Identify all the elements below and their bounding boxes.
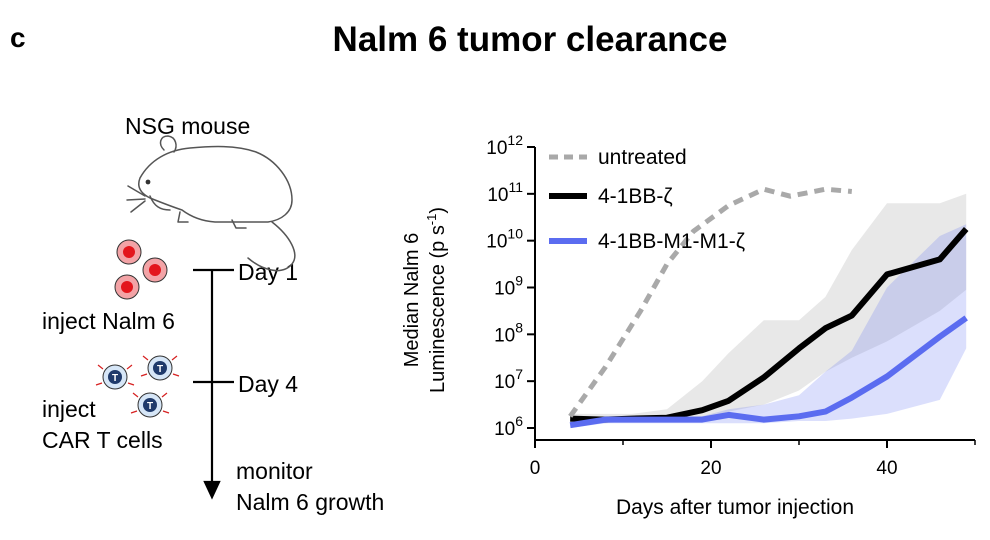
y-tick-label: 1011 [487,179,523,206]
y-tick-label: 1010 [486,226,523,253]
figure-title-text: Nalm 6 tumor clearance [332,20,728,59]
legend-label-2: 4-1BB-M1-M1-ζ [598,230,745,253]
legend: untreated 4-1BB-ζ 4-1BB-M1-M1-ζ [549,146,745,253]
y-tick-label: 109 [494,273,523,300]
monitor-label-line2: Nalm 6 growth [236,489,385,515]
confidence-bands [570,193,967,428]
y-axis-label-group: Median Nalm 6 Luminescence (p s-1) [401,207,449,393]
day1-label: Day 1 [238,259,299,285]
y-axis-label: Median Nalm 6 Luminescence (p s-1) [401,207,449,393]
panel-letter: c [10,22,26,53]
timeline-arrow [193,268,234,500]
car-t-cell-icon: T T T [95,355,180,418]
monitor-label-line1: monitor [236,458,313,484]
y-axis-label-line1: Median Nalm 6 [401,233,423,368]
y-tick-label: 108 [494,319,523,346]
legend-label-0: untreated [598,146,687,169]
chart-axes: 0 20 40 106 107 108 109 1010 1011 1012 Days after … [486,132,976,519]
legend-label-1: 4-1BB-ζ [598,185,673,208]
tcell-letter: T [157,364,163,375]
y-tick-label: 106 [494,413,523,440]
x-tick-label: 0 [530,458,541,479]
day4-label: Day 4 [238,371,299,397]
y-axis-label-line2: Luminescence (p s-1) [424,207,449,393]
series-lines [568,186,969,429]
mouse-label: NSG mouse [125,113,251,139]
line-series-0 [568,186,853,418]
mouse-icon [126,135,296,272]
y-tick-label: 1012 [486,132,523,159]
tcell-letter: T [147,401,153,412]
line-series-2 [569,315,968,429]
inject-nalm6-label: inject Nalm 6 [42,308,175,334]
tumor-cell-icon [114,239,168,300]
figure-title: Nalm 6 tumor clearance [0,20,990,60]
inject-car-label-line2: CAR T cells [42,427,163,453]
band-series-2 [570,224,967,428]
x-tick-label: 40 [876,458,897,479]
x-tick-label: 20 [700,458,721,479]
band-series-1 [570,193,967,424]
mouse-eye [145,179,151,185]
inject-car-label-line1: inject [42,396,96,422]
tcell-letter: T [112,373,118,384]
x-axis-label: Days after tumor injection [616,496,854,519]
y-tick-label: 107 [494,366,523,393]
